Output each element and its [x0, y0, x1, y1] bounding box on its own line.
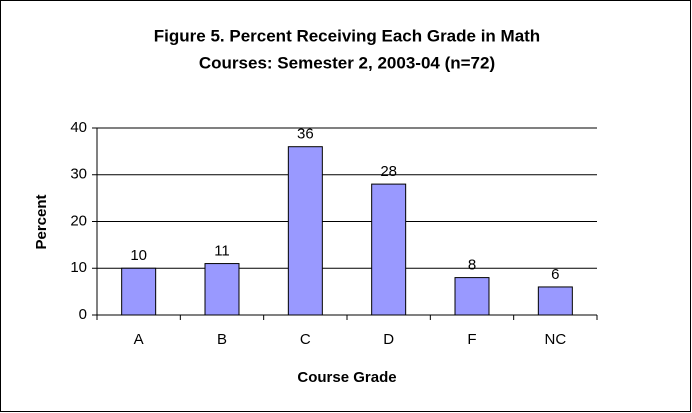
- y-tick-label: 10: [70, 259, 87, 276]
- x-tick-label: C: [300, 331, 311, 348]
- bar: [454, 277, 490, 316]
- x-tick-label: F: [467, 331, 476, 348]
- y-tick-label: 20: [70, 212, 87, 229]
- value-label: 28: [380, 163, 397, 180]
- y-tick-label: 40: [70, 119, 87, 136]
- x-tick-label: D: [383, 331, 394, 348]
- bar: [537, 286, 573, 316]
- value-label: 6: [551, 266, 559, 283]
- x-tick-label: B: [217, 331, 227, 348]
- value-label: 8: [468, 257, 476, 274]
- bar: [371, 183, 407, 316]
- chart-title: Figure 5. Percent Receiving Each Grade i…: [154, 26, 540, 45]
- x-tick-label: A: [134, 331, 144, 348]
- x-axis-title: Course Grade: [297, 369, 396, 386]
- y-tick-label: 0: [79, 306, 87, 323]
- x-tick-label: NC: [544, 331, 566, 348]
- bar: [204, 263, 240, 316]
- bar: [287, 146, 323, 316]
- value-label: 36: [297, 126, 314, 143]
- bar: [121, 267, 157, 316]
- chart-title: Courses: Semester 2, 2003-04 (n=72): [199, 53, 495, 72]
- value-label: 11: [214, 243, 230, 260]
- y-tick-label: 30: [70, 166, 87, 183]
- y-axis-title: Percent: [33, 194, 50, 249]
- value-label: 10: [130, 247, 147, 264]
